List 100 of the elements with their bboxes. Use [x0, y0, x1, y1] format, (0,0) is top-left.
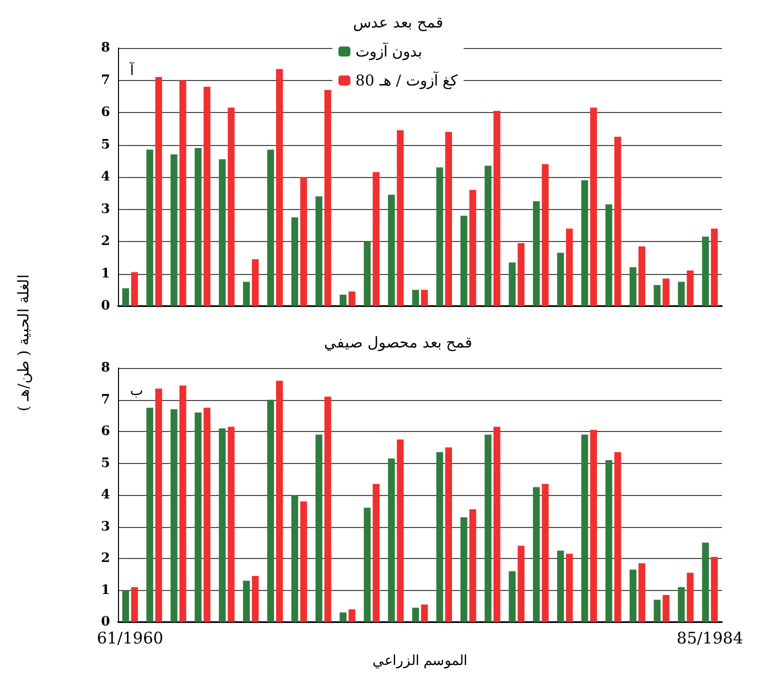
- annotation: آ: [129, 61, 135, 79]
- bar: [122, 590, 130, 622]
- bar: [654, 600, 661, 622]
- bar: [460, 517, 468, 622]
- y-tick-label: 3: [100, 202, 110, 217]
- bar: [388, 458, 395, 622]
- bar: [654, 285, 661, 306]
- bar: [484, 434, 492, 622]
- bar: [131, 272, 138, 306]
- bar: [590, 430, 597, 622]
- bar: [372, 484, 380, 622]
- bar: [557, 252, 564, 306]
- bar: [122, 288, 130, 306]
- bar: [316, 196, 322, 306]
- bar: [252, 576, 259, 622]
- bar: [638, 563, 646, 622]
- bar: [243, 282, 250, 306]
- bar: [678, 587, 685, 622]
- y-tick-label: 0: [100, 614, 110, 630]
- bar: [494, 426, 500, 622]
- bar: [267, 400, 274, 622]
- bar: [469, 509, 476, 622]
- bar: [566, 228, 573, 306]
- bar: [170, 409, 178, 622]
- bar: [316, 434, 322, 622]
- bar: [605, 204, 612, 306]
- bar: [469, 190, 476, 306]
- y-tick-label: 7: [100, 392, 110, 408]
- bar: [179, 385, 186, 622]
- bar: [243, 580, 250, 622]
- bar: [364, 242, 371, 306]
- y-tick-label: 6: [100, 424, 110, 439]
- x-tick-label: 85/1984: [676, 628, 744, 648]
- bar: [494, 110, 500, 306]
- y-tick-label: 0: [100, 298, 110, 314]
- y-tick-label: 5: [100, 456, 110, 471]
- bar: [630, 570, 636, 622]
- y-tick-label: 7: [100, 72, 110, 88]
- bar: [324, 396, 332, 622]
- bar: [291, 217, 298, 306]
- bar: [686, 270, 694, 306]
- bar: [614, 452, 622, 622]
- y-tick-label: 5: [100, 137, 110, 152]
- y-tick-label: 3: [100, 519, 110, 534]
- annotation: ب: [130, 383, 143, 399]
- bar: [445, 132, 452, 306]
- bar: [218, 159, 226, 306]
- bar: [372, 172, 380, 306]
- y-tick-label: 2: [100, 551, 110, 566]
- bar: [155, 388, 162, 622]
- bar: [630, 267, 636, 306]
- bar: [194, 148, 202, 306]
- y-tick-label: 8: [100, 360, 110, 376]
- y-tick-label: 8: [100, 40, 110, 56]
- bar: [267, 150, 274, 306]
- bar: [557, 550, 564, 622]
- x-axis-title: الموسم الزراعي: [372, 653, 468, 669]
- y-tick-label: 1: [100, 582, 110, 598]
- bar: [388, 194, 395, 306]
- bar: [204, 86, 210, 306]
- bar: [218, 428, 226, 622]
- chart-title: قمح بعد عدس: [353, 14, 443, 32]
- bar: [131, 587, 138, 622]
- bar: [276, 68, 283, 306]
- y-tick-label: 6: [100, 105, 110, 120]
- bar: [194, 412, 202, 622]
- bar: [542, 484, 549, 622]
- bar: [348, 291, 356, 306]
- bar: [146, 150, 154, 306]
- y-axis-title: الغلة الحبية ( طن/هـ ): [14, 274, 32, 412]
- bar: [436, 452, 444, 622]
- bar: [300, 177, 308, 306]
- bar: [179, 80, 186, 306]
- bar: [678, 282, 685, 306]
- bar: [412, 608, 419, 622]
- legend-label: 80 كغ آزوت / هـ: [355, 72, 459, 90]
- bar: [421, 604, 428, 622]
- x-tick-label: 61/1960: [96, 628, 164, 648]
- bar: [605, 460, 612, 622]
- legend-label: بدون آزوت: [355, 42, 422, 60]
- y-tick-label: 4: [100, 170, 110, 184]
- bar: [710, 556, 718, 622]
- bar: [484, 166, 492, 306]
- bar: [146, 408, 154, 622]
- y-tick-label: 2: [100, 234, 110, 249]
- y-tick-label: 4: [100, 488, 110, 502]
- chart-title: قمح بعد محصول صيفي: [324, 334, 472, 352]
- bar: [686, 572, 694, 622]
- bar: [228, 426, 235, 622]
- bar: [638, 246, 646, 306]
- bar: [396, 439, 404, 622]
- bar: [252, 259, 259, 306]
- bar: [702, 236, 709, 306]
- bar: [590, 108, 597, 306]
- bar: [324, 90, 332, 306]
- bar: [581, 434, 588, 622]
- bar: [276, 380, 283, 622]
- bar: [566, 554, 573, 622]
- bar: [170, 154, 178, 306]
- bar: [581, 180, 588, 306]
